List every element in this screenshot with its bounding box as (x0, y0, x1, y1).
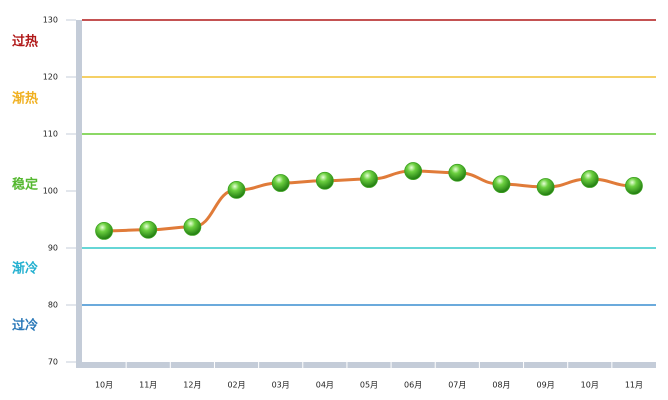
marker (271, 174, 290, 192)
marker (536, 178, 555, 196)
y-tick-label: 130 (43, 16, 58, 25)
x-tick-label: 11月 (625, 381, 643, 390)
y-tick-label: 90 (48, 244, 58, 253)
zone-label: 渐热 (12, 91, 38, 107)
x-tick-label: 11月 (139, 381, 157, 390)
x-tick-label: 02月 (227, 381, 245, 390)
y-tick-label: 100 (43, 187, 58, 196)
x-tick-label: 10月 (95, 381, 113, 390)
x-tick-label: 08月 (492, 381, 510, 390)
x-tick-label: 09月 (537, 381, 555, 390)
zone-label: 过冷 (12, 318, 38, 334)
marker (448, 163, 467, 182)
x-tick-label: 10月 (581, 381, 599, 390)
y-tick-label: 70 (48, 358, 58, 367)
x-tick-label: 05月 (360, 381, 378, 390)
x-tick-label: 06月 (404, 381, 422, 390)
zone-label: 渐冷 (12, 261, 38, 277)
marker (183, 218, 202, 236)
marker (360, 170, 378, 188)
y-tick-label: 110 (43, 130, 58, 139)
x-tick-label: 07月 (448, 381, 466, 390)
marker (492, 175, 511, 194)
marker (227, 180, 246, 199)
zone-label: 稳定 (12, 177, 38, 193)
marker (139, 220, 158, 239)
marker (625, 176, 643, 195)
y-tick-label: 80 (48, 301, 58, 310)
marker (315, 171, 334, 190)
x-axis-bar (76, 362, 656, 368)
x-tick-label: 04月 (316, 381, 334, 390)
zone-label: 过热 (12, 34, 38, 50)
x-tick-label: 03月 (272, 381, 290, 390)
y-axis-bar (76, 20, 82, 368)
marker (404, 162, 423, 180)
y-tick-label: 120 (43, 73, 58, 82)
x-tick-label: 12月 (183, 381, 201, 390)
marker (580, 170, 599, 188)
marker (95, 221, 113, 240)
